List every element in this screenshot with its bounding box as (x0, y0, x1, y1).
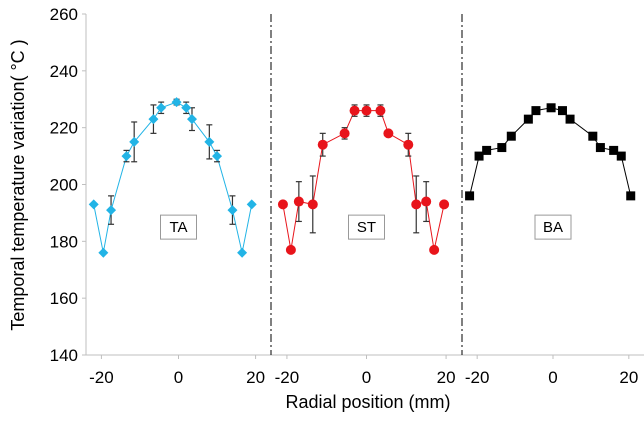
data-point (497, 143, 507, 153)
panel-label-box (348, 214, 385, 240)
data-point (88, 199, 99, 210)
data-point (616, 151, 626, 161)
panel-label-text: ST (357, 219, 376, 236)
data-point (465, 191, 475, 201)
y-ticks: 140 160 180 200 220 240 260 (50, 5, 86, 365)
data-point (98, 247, 109, 258)
x-axis: -20 0 20 -20 0 20 -20 0 20 (86, 354, 644, 387)
panel-label-ta: TA (160, 214, 197, 240)
x-tick-label: -20 (275, 368, 300, 387)
panel-label-box (160, 214, 197, 240)
data-point (383, 128, 394, 139)
x-tick-label: 20 (437, 368, 456, 387)
x-axis-title: Radial position (mm) (285, 392, 450, 412)
data-point (349, 105, 360, 116)
data-point (129, 136, 140, 147)
series-line (469, 107, 632, 197)
data-point (557, 106, 567, 116)
data-point (361, 105, 372, 116)
x-tick-label: 20 (246, 368, 265, 387)
data-point (307, 199, 318, 210)
panel-labels: TA ST BA (160, 214, 572, 240)
data-point (277, 199, 288, 210)
y-tick-label: 220 (50, 119, 78, 138)
data-point (421, 196, 432, 207)
series-layer (88, 97, 636, 258)
x-tick-label: -20 (89, 368, 114, 387)
y-tick-label: 240 (50, 62, 78, 81)
y-tick-label: 140 (50, 346, 78, 365)
data-point (156, 102, 167, 113)
data-point (285, 244, 296, 255)
panel-label-text: TA (169, 219, 187, 236)
x-tick-label: 0 (548, 368, 557, 387)
data-point (171, 97, 182, 108)
data-point (375, 105, 386, 116)
y-tick-label: 180 (50, 232, 78, 251)
data-point (506, 131, 516, 141)
data-point (106, 205, 117, 216)
series-ta (88, 97, 257, 258)
data-point (339, 128, 350, 139)
data-point (186, 114, 197, 125)
x-tick-label: 20 (619, 368, 638, 387)
data-point (546, 103, 556, 113)
data-point (403, 139, 414, 150)
y-tick-label: 260 (50, 5, 78, 24)
y-tick-label: 160 (50, 289, 78, 308)
x-tick-label: 0 (362, 368, 371, 387)
panel-label-text: BA (543, 219, 563, 236)
data-point (237, 247, 248, 258)
data-point (429, 244, 440, 255)
data-point (531, 106, 541, 116)
data-point (212, 151, 223, 162)
data-point (246, 199, 257, 210)
data-point (181, 102, 192, 113)
data-point (588, 131, 598, 141)
x-ticks: -20 0 20 -20 0 20 -20 0 20 (89, 355, 638, 387)
data-point (626, 191, 636, 201)
panel-label-st: ST (348, 214, 385, 240)
y-axis-title: Temporal temperature variation( °C ) (8, 39, 28, 330)
data-point (523, 114, 533, 124)
x-tick-label: -20 (465, 368, 490, 387)
x-tick-label: 0 (174, 368, 183, 387)
data-point (595, 143, 605, 153)
series-ba (465, 103, 636, 201)
panel-label-ba: BA (534, 214, 572, 240)
panel-label-box (534, 214, 572, 240)
data-point (121, 151, 132, 162)
y-axis: 140 160 180 200 220 240 260 (50, 5, 87, 365)
data-point (474, 151, 484, 161)
data-point (482, 145, 492, 155)
data-point (204, 136, 215, 147)
data-point (411, 199, 422, 210)
data-point (439, 199, 450, 210)
data-point (317, 139, 328, 150)
data-point (565, 114, 575, 124)
data-point (227, 205, 238, 216)
y-tick-label: 200 (50, 176, 78, 195)
data-point (609, 145, 619, 155)
data-point (148, 114, 159, 125)
series-st (277, 104, 450, 255)
data-point (293, 196, 304, 207)
